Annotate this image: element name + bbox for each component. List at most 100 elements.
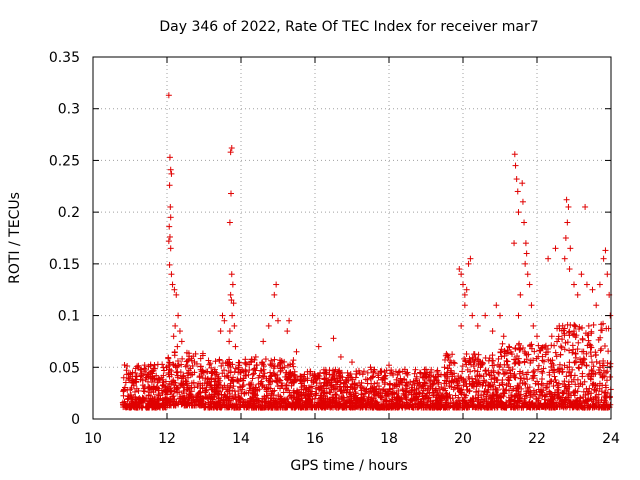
data-points	[119, 92, 614, 411]
data-point	[286, 317, 293, 324]
data-point	[255, 397, 262, 404]
data-point	[166, 233, 173, 240]
data-point	[190, 353, 197, 360]
data-point	[229, 281, 236, 288]
data-point	[253, 361, 260, 368]
data-point	[202, 387, 209, 394]
data-point	[511, 374, 518, 381]
x-tick-label: 10	[84, 431, 102, 447]
data-point	[184, 362, 191, 369]
data-point	[519, 198, 526, 205]
data-point	[146, 398, 153, 405]
data-point	[173, 291, 180, 298]
data-point	[169, 397, 176, 404]
data-point	[259, 374, 266, 381]
data-point	[575, 339, 582, 346]
data-point	[156, 392, 163, 399]
data-point	[519, 180, 526, 187]
data-point	[565, 203, 572, 210]
data-point	[523, 250, 530, 257]
data-point	[167, 203, 174, 210]
data-point	[226, 338, 233, 345]
data-point	[271, 291, 278, 298]
y-tick-labels: 0 0.05 0.1 0.15 0.2 0.25 0.3 0.35	[49, 50, 80, 428]
data-point	[262, 356, 269, 363]
data-point	[482, 367, 489, 374]
data-point	[142, 366, 149, 373]
data-point	[151, 362, 158, 369]
data-point	[151, 396, 158, 403]
data-point	[386, 381, 393, 388]
data-point	[359, 371, 366, 378]
data-point	[557, 343, 564, 350]
data-point	[597, 347, 604, 354]
data-point	[261, 370, 268, 377]
x-tick-label: 20	[454, 431, 472, 447]
y-tick-label: 0.25	[49, 153, 80, 169]
data-point	[548, 333, 555, 340]
data-point	[602, 247, 609, 254]
data-point	[227, 149, 234, 156]
data-point	[167, 166, 174, 173]
data-point	[260, 338, 267, 345]
data-point	[238, 390, 245, 397]
data-point	[206, 361, 213, 368]
data-point	[191, 369, 198, 376]
data-point	[232, 343, 239, 350]
data-point	[330, 335, 337, 342]
data-point	[260, 373, 267, 380]
data-point	[120, 401, 127, 408]
data-point	[180, 374, 187, 381]
data-point	[578, 271, 585, 278]
y-tick-label: 0.05	[49, 360, 80, 376]
data-point	[196, 389, 203, 396]
data-point	[461, 291, 468, 298]
data-point	[185, 356, 192, 363]
data-point	[221, 317, 228, 324]
data-point	[240, 382, 247, 389]
data-point	[170, 401, 177, 408]
data-point	[349, 359, 355, 366]
y-tick-label: 0.15	[49, 257, 80, 273]
data-point	[140, 387, 147, 394]
data-point	[562, 235, 569, 241]
data-point	[565, 329, 572, 336]
data-point	[155, 375, 162, 382]
data-point	[203, 368, 210, 375]
data-point	[514, 188, 521, 195]
data-point	[217, 328, 224, 335]
data-point	[590, 321, 597, 328]
data-point	[497, 312, 503, 319]
data-point	[228, 190, 235, 197]
data-point	[601, 343, 608, 350]
data-point	[167, 245, 174, 252]
data-point	[524, 271, 531, 278]
data-point	[235, 388, 242, 395]
data-point	[551, 342, 558, 349]
y-tick-label: 0.2	[58, 205, 80, 221]
data-point	[563, 196, 570, 203]
data-point	[227, 291, 234, 298]
data-point	[171, 286, 178, 293]
data-point	[134, 363, 141, 370]
data-point	[598, 345, 605, 352]
data-point	[570, 388, 577, 395]
data-point	[187, 393, 194, 400]
data-point	[552, 376, 559, 383]
data-point	[184, 386, 191, 393]
data-point	[145, 392, 152, 399]
data-point	[225, 368, 232, 375]
data-point	[160, 372, 167, 379]
data-point	[124, 363, 131, 370]
data-point	[178, 338, 185, 345]
data-point	[246, 367, 253, 374]
data-point	[141, 362, 148, 369]
data-point	[180, 380, 187, 387]
y-tick-label: 0.1	[58, 309, 80, 325]
data-point	[166, 261, 173, 268]
data-point	[522, 260, 529, 267]
data-point	[135, 364, 142, 371]
data-point	[505, 343, 512, 350]
data-point	[290, 357, 297, 364]
data-point	[231, 368, 238, 375]
